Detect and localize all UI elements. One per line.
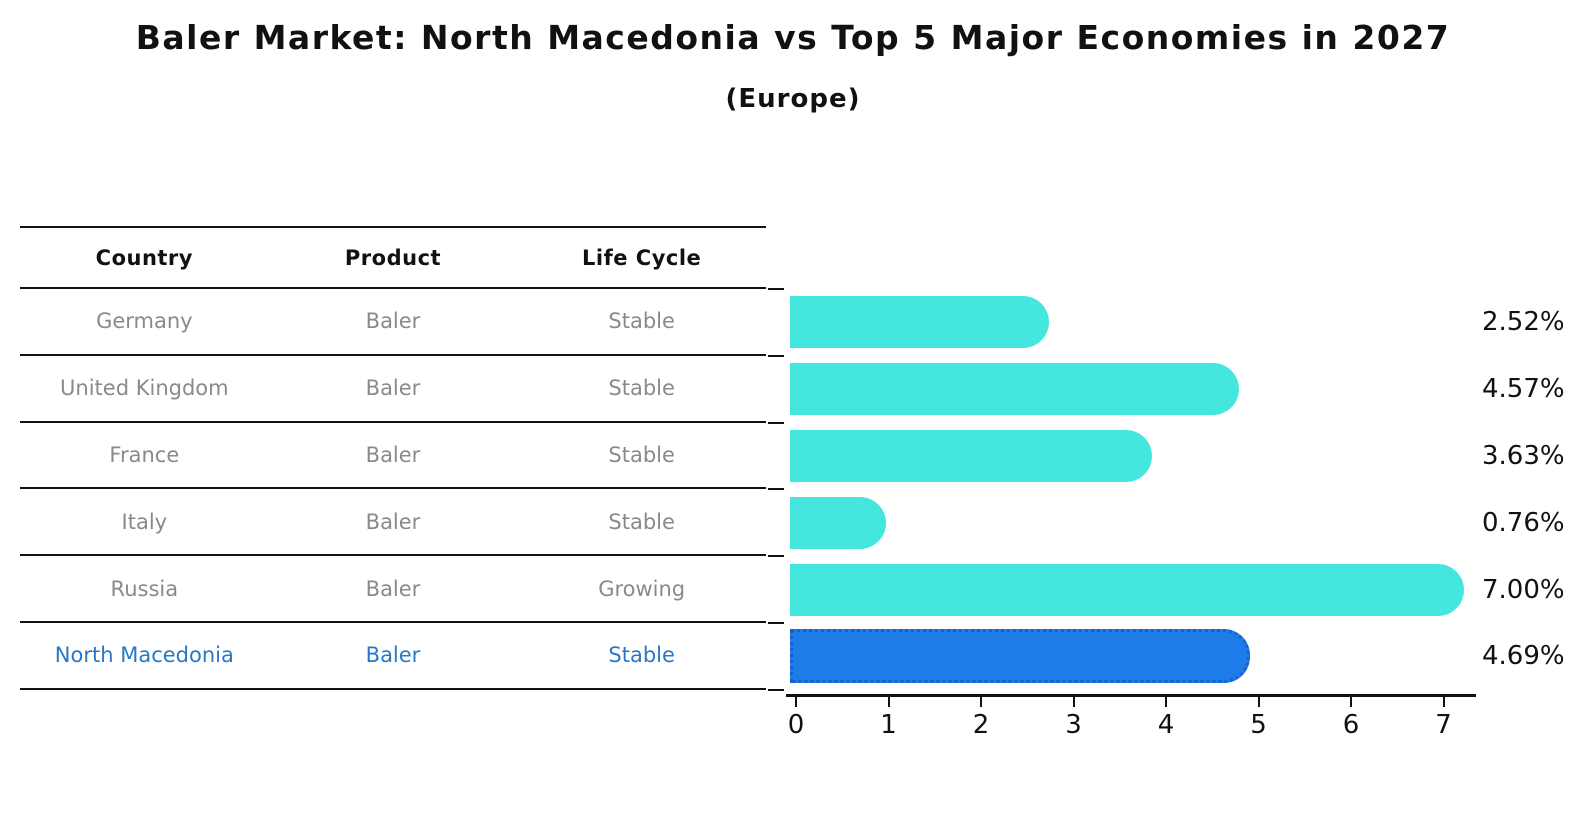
table-cell-country: United Kingdom bbox=[60, 376, 229, 401]
x-tick bbox=[1072, 697, 1075, 707]
x-tick-label: 7 bbox=[1435, 710, 1452, 740]
y-tick bbox=[768, 555, 784, 558]
x-tick-label: 0 bbox=[787, 710, 805, 740]
y-tick bbox=[768, 688, 784, 691]
x-axis-line bbox=[786, 694, 1476, 697]
table-row: Russia Baler Growing bbox=[20, 556, 766, 623]
value-label: 4.57% bbox=[1482, 374, 1565, 405]
y-tick bbox=[768, 354, 784, 357]
bar bbox=[790, 429, 1152, 482]
bar-row bbox=[790, 356, 1480, 423]
bar bbox=[790, 363, 1239, 416]
table-cell-product: Baler bbox=[365, 309, 421, 334]
table-cell-country: Germany bbox=[96, 309, 193, 334]
table-body: Germany Baler Stable United Kingdom Baler Sta… bbox=[20, 289, 766, 690]
table-cell-country: France bbox=[109, 442, 180, 467]
x-tick bbox=[980, 697, 982, 707]
bar-row bbox=[790, 489, 1480, 556]
x-tick bbox=[1350, 697, 1352, 707]
bar-highlighted bbox=[790, 629, 1250, 684]
table-cell-product: Baler bbox=[365, 509, 421, 534]
x-tick-label: 1 bbox=[880, 710, 897, 740]
y-tick bbox=[768, 622, 784, 624]
table-header-country: Country bbox=[95, 245, 193, 270]
table-cell-product: Baler bbox=[365, 376, 421, 401]
x-tick-label: 2 bbox=[972, 710, 990, 740]
y-tick bbox=[768, 421, 784, 424]
bar-row bbox=[790, 289, 1480, 356]
table-row: United Kingdom Baler Stable bbox=[20, 356, 766, 423]
x-tick-label: 6 bbox=[1342, 710, 1360, 740]
table-row: North Macedonia Baler Stable bbox=[20, 623, 766, 690]
bar-row bbox=[790, 423, 1480, 490]
value-label: 2.52% bbox=[1482, 307, 1565, 338]
x-tick-label: 3 bbox=[1065, 710, 1082, 740]
table-cell-product: Baler bbox=[365, 643, 421, 668]
x-tick bbox=[795, 697, 797, 707]
country-table: Country Product Life Cycle Germany Baler S… bbox=[20, 226, 766, 690]
x-tick bbox=[1442, 697, 1445, 707]
bar bbox=[790, 563, 1464, 616]
y-tick bbox=[768, 288, 784, 290]
bar-row bbox=[790, 623, 1480, 690]
x-tick bbox=[1257, 697, 1260, 707]
table-header-product: Product bbox=[344, 245, 442, 270]
table-cell-life-cycle: Stable bbox=[608, 442, 675, 467]
bar bbox=[790, 296, 1050, 349]
x-tick bbox=[887, 697, 890, 707]
bar bbox=[790, 496, 887, 549]
table-cell-life-cycle: Stable bbox=[608, 509, 675, 534]
table-cell-country: Russia bbox=[110, 576, 179, 601]
value-label: 0.76% bbox=[1482, 507, 1565, 538]
table-cell-product: Baler bbox=[365, 576, 421, 601]
x-tick-label: 5 bbox=[1250, 710, 1267, 740]
table-cell-life-cycle: Stable bbox=[608, 309, 675, 334]
value-label: 3.63% bbox=[1482, 440, 1565, 471]
table-row: Italy Baler Stable bbox=[20, 489, 766, 557]
table-header-life-cycle: Life Cycle bbox=[582, 245, 702, 270]
table-header-row: Country Product Life Cycle bbox=[20, 226, 766, 289]
x-tick bbox=[1165, 697, 1167, 707]
y-tick bbox=[768, 488, 784, 491]
chart-title: Baler Market: North Macedonia vs Top 5 M… bbox=[135, 18, 1451, 57]
x-tick-label: 4 bbox=[1157, 710, 1175, 740]
table-cell-country: North Macedonia bbox=[54, 643, 234, 668]
value-label: 7.00% bbox=[1482, 574, 1565, 605]
chart-subtitle: (Europe) bbox=[725, 84, 861, 114]
table-cell-product: Baler bbox=[365, 442, 421, 467]
bar-plot-area bbox=[790, 289, 1480, 690]
table-row: Germany Baler Stable bbox=[20, 289, 766, 356]
table-cell-life-cycle: Stable bbox=[608, 643, 675, 668]
table-row: France Baler Stable bbox=[20, 423, 766, 490]
value-label: 4.69% bbox=[1482, 641, 1565, 672]
table-cell-life-cycle: Growing bbox=[598, 576, 686, 601]
table-cell-country: Italy bbox=[121, 509, 168, 534]
bar-row bbox=[790, 556, 1480, 623]
table-cell-life-cycle: Stable bbox=[608, 376, 675, 401]
